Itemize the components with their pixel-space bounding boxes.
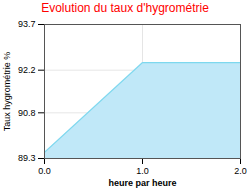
svg-text:2.0: 2.0 [234,166,247,176]
svg-text:Taux hygrométrie %: Taux hygrométrie % [2,52,12,132]
svg-text:1.0: 1.0 [136,166,149,176]
html-text:Evolution du taux d'hygrométri: Evolution du taux d'hygrométrie [41,1,209,15]
svg-text:92.2: 92.2 [18,65,36,75]
svg-text:heure par heure: heure par heure [108,178,176,188]
svg-text:90.8: 90.8 [18,108,36,118]
svg-text:93.7: 93.7 [18,19,36,29]
svg-text:0.0: 0.0 [38,166,51,176]
svg-text:89.3: 89.3 [18,153,36,163]
